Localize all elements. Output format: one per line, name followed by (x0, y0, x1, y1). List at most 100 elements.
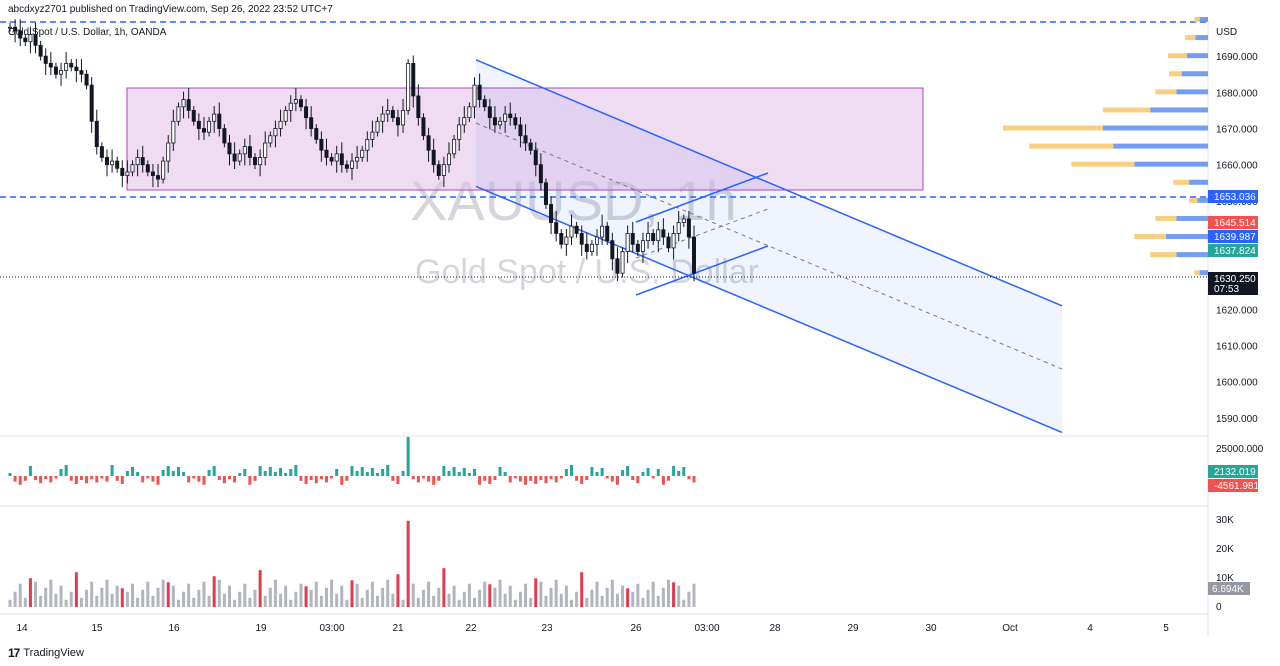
volume-bar (54, 593, 58, 607)
delta-bar (590, 467, 594, 476)
candle-body (258, 157, 263, 166)
delta-axis[interactable]: 25000.000 2132.019 -4561.981 (1208, 444, 1264, 492)
delta-bar (207, 470, 211, 476)
delta-bar (478, 476, 482, 485)
vp-bar-down (1199, 270, 1208, 276)
candle-body (7, 26, 12, 29)
volume-bar (187, 583, 191, 607)
horizontal-levels[interactable] (0, 21, 1208, 198)
delta-bar (651, 476, 655, 479)
volume-bar (273, 579, 277, 607)
candle-body (237, 153, 242, 162)
volume-bar (324, 587, 328, 607)
candle-body (344, 164, 349, 169)
channel-upper-line[interactable] (475, 59, 1063, 307)
volume-axis[interactable]: 30K 20K 10K 0 6.694K (1208, 515, 1250, 613)
volume-bar (355, 583, 359, 607)
channel-lower-line[interactable] (475, 185, 1063, 434)
regression-channel[interactable] (475, 59, 1063, 434)
candle-body (69, 63, 74, 68)
candle-body (232, 153, 237, 162)
volume-bar (427, 581, 431, 607)
volume-tick-label: 0 (1216, 602, 1222, 613)
delta-bar (631, 476, 635, 480)
delta-bar (258, 466, 262, 476)
delta-bar (34, 476, 38, 480)
volume-bar (437, 587, 441, 607)
delta-bar (90, 476, 94, 480)
time-tick-label: 23 (541, 623, 553, 634)
candle-body (564, 236, 569, 245)
delta-bar (559, 476, 563, 479)
delta-bar (580, 476, 584, 484)
candle-body (74, 66, 79, 72)
volume-bar (569, 599, 573, 607)
price-axis[interactable]: USD 1690.0001680.0001670.0001660.0001650… (1216, 27, 1258, 425)
candle-body (283, 110, 288, 122)
volume-bar (447, 593, 451, 607)
delta-bar (330, 476, 334, 479)
volume-bar (615, 593, 619, 607)
volume-bar (289, 599, 293, 607)
delta-bar (396, 476, 400, 484)
volume-bar (478, 589, 482, 607)
candle-body (207, 120, 212, 133)
delta-bar (636, 476, 640, 484)
candle-body (523, 135, 528, 144)
delta-bar (432, 476, 436, 485)
candle-body (145, 164, 150, 173)
delta-bar (309, 476, 313, 480)
price-tag-value: 07:53 (1214, 284, 1239, 295)
volume-bar (304, 586, 308, 607)
volume-bar (585, 597, 589, 607)
volume-bar (243, 583, 247, 607)
volume-bar (641, 597, 645, 607)
candlestick-series (7, 19, 697, 282)
volume-bar (284, 585, 288, 607)
volume-bar (227, 585, 231, 607)
volume-bar (651, 581, 655, 607)
candle-body (487, 106, 492, 119)
candle-body (89, 84, 94, 122)
delta-bar (513, 476, 517, 479)
delta-bar (95, 476, 99, 483)
delta-bar (54, 476, 58, 479)
volume-bar (575, 591, 579, 607)
volume-bar (299, 583, 303, 607)
vp-bar-up (1169, 71, 1182, 77)
volume-bar (360, 597, 364, 607)
time-tick-label: 03:00 (319, 623, 344, 634)
vp-bar-up (1173, 179, 1190, 185)
time-tick-label: 4 (1087, 623, 1093, 634)
candle-body (370, 131, 375, 140)
inner-channel-lower[interactable] (635, 245, 769, 296)
delta-bar (493, 476, 497, 480)
candle-body (559, 233, 564, 245)
delta-bar (370, 468, 374, 476)
candle-body (293, 99, 298, 104)
vp-bar-down (1134, 161, 1208, 167)
delta-bar (360, 467, 364, 476)
delta-bar (406, 437, 410, 476)
candle-body (401, 110, 406, 126)
price-tag-bg (1208, 216, 1258, 229)
candle-body (395, 117, 400, 126)
volume-bar (64, 599, 68, 607)
volume-bar (309, 589, 313, 607)
volume-profile (1003, 17, 1208, 276)
candle-body (569, 225, 574, 238)
candle-body (467, 106, 472, 119)
candle-body (309, 117, 314, 129)
delta-bar (386, 465, 390, 476)
delta-bar (238, 473, 242, 476)
volume-bar (345, 599, 349, 607)
volume-bar (452, 585, 456, 607)
vp-bar-up (1189, 197, 1198, 203)
time-axis[interactable]: 14 15 16 19 03:00 21 22 23 26 03:00 28 29 30 Oct 4 5 (16, 623, 1169, 634)
symbol-legend[interactable]: Gold Spot / U.S. Dollar, 1h, OANDA (8, 27, 167, 38)
candle-body (99, 146, 104, 158)
volume-bar (263, 595, 267, 607)
candle-body (676, 222, 681, 234)
volume-tick-label: 20K (1216, 544, 1234, 555)
